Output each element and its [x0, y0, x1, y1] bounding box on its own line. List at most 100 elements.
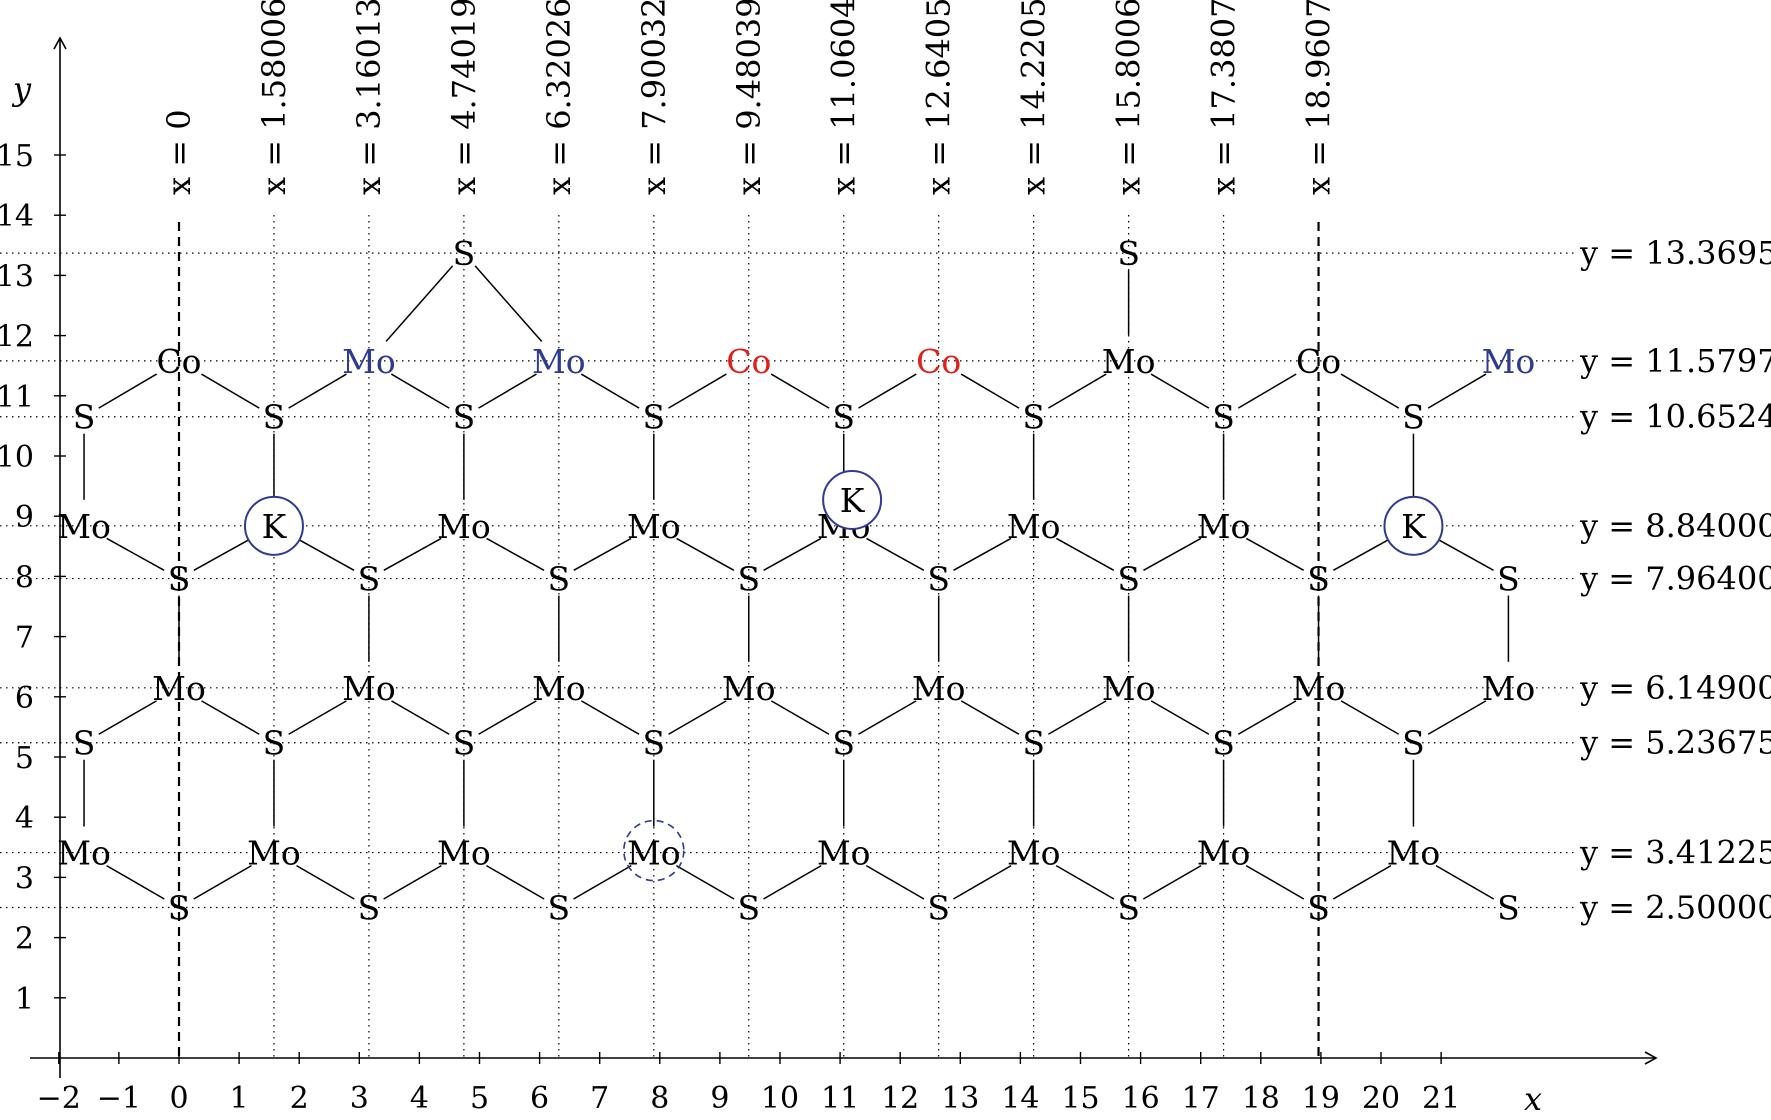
x-tick-label: 11 — [821, 1081, 859, 1116]
x-tick-label: 1 — [230, 1081, 249, 1116]
co-atom: Co — [916, 342, 961, 381]
y-tick-label: 3 — [15, 861, 34, 896]
bond — [573, 864, 632, 900]
y-guide-label: y = 11.57970 — [1579, 342, 1771, 380]
bond — [390, 373, 450, 409]
mo-atom: Mo — [722, 669, 776, 708]
bond — [1237, 700, 1297, 735]
potassium-circle — [822, 469, 883, 530]
y-guide-label: y = 5.23675 — [1579, 724, 1771, 762]
y-tick-label: 2 — [15, 922, 34, 957]
bond — [193, 537, 252, 571]
bond — [953, 864, 1012, 900]
bond — [573, 537, 632, 571]
x-guide-label: x = 1.58006 — [255, 0, 293, 195]
mo-atom: Mo — [437, 507, 491, 546]
bond — [98, 700, 157, 735]
bond — [1237, 373, 1297, 409]
s-atom: S — [1117, 234, 1140, 273]
guide-labels: x = 0 x = 1.58006 x = 3.16013 x = 4.74019 x … — [160, 0, 1771, 927]
s-atom: S — [73, 398, 96, 437]
bond — [1435, 864, 1495, 900]
x-tick-label: 8 — [650, 1081, 669, 1116]
co-atom: Co — [726, 342, 771, 381]
s-atom: S — [832, 724, 855, 763]
mo-atom: Mo — [1292, 669, 1346, 708]
bond — [668, 700, 727, 735]
x-tick-label: 20 — [1362, 1081, 1400, 1116]
potassium-circle — [243, 495, 304, 556]
bond — [953, 537, 1012, 571]
s-atom: S — [1402, 398, 1425, 437]
bond — [675, 864, 735, 900]
x-guide-label: x = 17.38071 — [1205, 0, 1243, 195]
y-tick-label: 6 — [15, 681, 34, 716]
bond — [1245, 864, 1305, 900]
x-tick-label: 19 — [1302, 1081, 1340, 1116]
x-tick-label: 12 — [881, 1081, 919, 1116]
y-tick-label: 8 — [15, 560, 34, 595]
mo-atom: Mo — [437, 834, 491, 873]
s-atom: S — [1212, 398, 1235, 437]
y-tick-label: 14 — [0, 199, 34, 234]
s-atom: S — [548, 889, 571, 928]
bond — [478, 700, 537, 735]
y-tick-label: 13 — [0, 259, 34, 294]
mo-atom: Mo — [342, 342, 396, 381]
bond — [296, 537, 355, 571]
s-atom: S — [927, 560, 950, 599]
bond — [1055, 864, 1115, 900]
s-atom: S — [737, 560, 760, 599]
mo-atom: Mo — [1102, 669, 1156, 708]
mo-atom: Mo — [1387, 834, 1441, 873]
x-tick-label: 9 — [710, 1081, 729, 1116]
bond — [1142, 864, 1202, 900]
y-tick-label: 1 — [15, 982, 34, 1017]
bond — [391, 700, 450, 735]
bond — [770, 700, 830, 735]
bond — [296, 864, 355, 900]
atoms: S S Co Mo Mo Co Co Mo Co Mo S S S S S S S S Mo Mo Mo Mo Mo Mo Mo… — [57, 234, 1535, 927]
mo-atom: Mo — [1007, 834, 1061, 873]
bond — [383, 537, 442, 571]
s-atom: S — [263, 398, 286, 437]
x-tick-label: 7 — [590, 1081, 609, 1116]
s-atom: S — [1022, 724, 1045, 763]
y-axis-arrow — [53, 36, 67, 50]
s-atom: S — [1117, 560, 1140, 599]
axis-ticks: −2 −1 0 1 2 3 4 5 6 7 8 9 10 11 12 13 14 15 16 17 18 19 20 2112… — [0, 139, 1460, 1116]
y-tick-label: 4 — [15, 801, 34, 836]
bond — [193, 864, 252, 900]
bond — [1333, 537, 1392, 571]
mo-atom: Mo — [532, 669, 586, 708]
bond — [1340, 373, 1400, 409]
x-tick-label: 6 — [530, 1081, 549, 1116]
bond — [580, 700, 640, 735]
bond — [474, 265, 543, 342]
y-guide-label: y = 13.36950 — [1579, 234, 1771, 272]
bond — [1427, 373, 1487, 409]
bond — [385, 265, 454, 342]
x-tick-label: −2 — [37, 1081, 81, 1116]
mo-atom: Mo — [57, 834, 111, 873]
mo-atom: Mo — [342, 669, 396, 708]
s-atom: S — [548, 560, 571, 599]
x-tick-label: 13 — [941, 1081, 979, 1116]
y-axis-label: y — [11, 70, 32, 108]
mo-atom: Mo — [1197, 507, 1251, 546]
mo-atom: Mo — [817, 834, 871, 873]
s-atom: S — [168, 560, 191, 599]
bond — [960, 700, 1020, 735]
x-guide-label: x = 14.22058 — [1015, 0, 1053, 195]
y-tick-label: 11 — [0, 380, 34, 415]
s-atom: S — [1497, 889, 1520, 928]
bond — [858, 700, 917, 735]
bond — [763, 864, 822, 900]
potassium-circle — [1383, 495, 1444, 556]
s-atom: S — [263, 724, 286, 763]
s-atom: S — [73, 724, 96, 763]
bond — [1150, 373, 1210, 409]
bond — [106, 864, 165, 900]
y-tick-label: 12 — [0, 320, 34, 355]
